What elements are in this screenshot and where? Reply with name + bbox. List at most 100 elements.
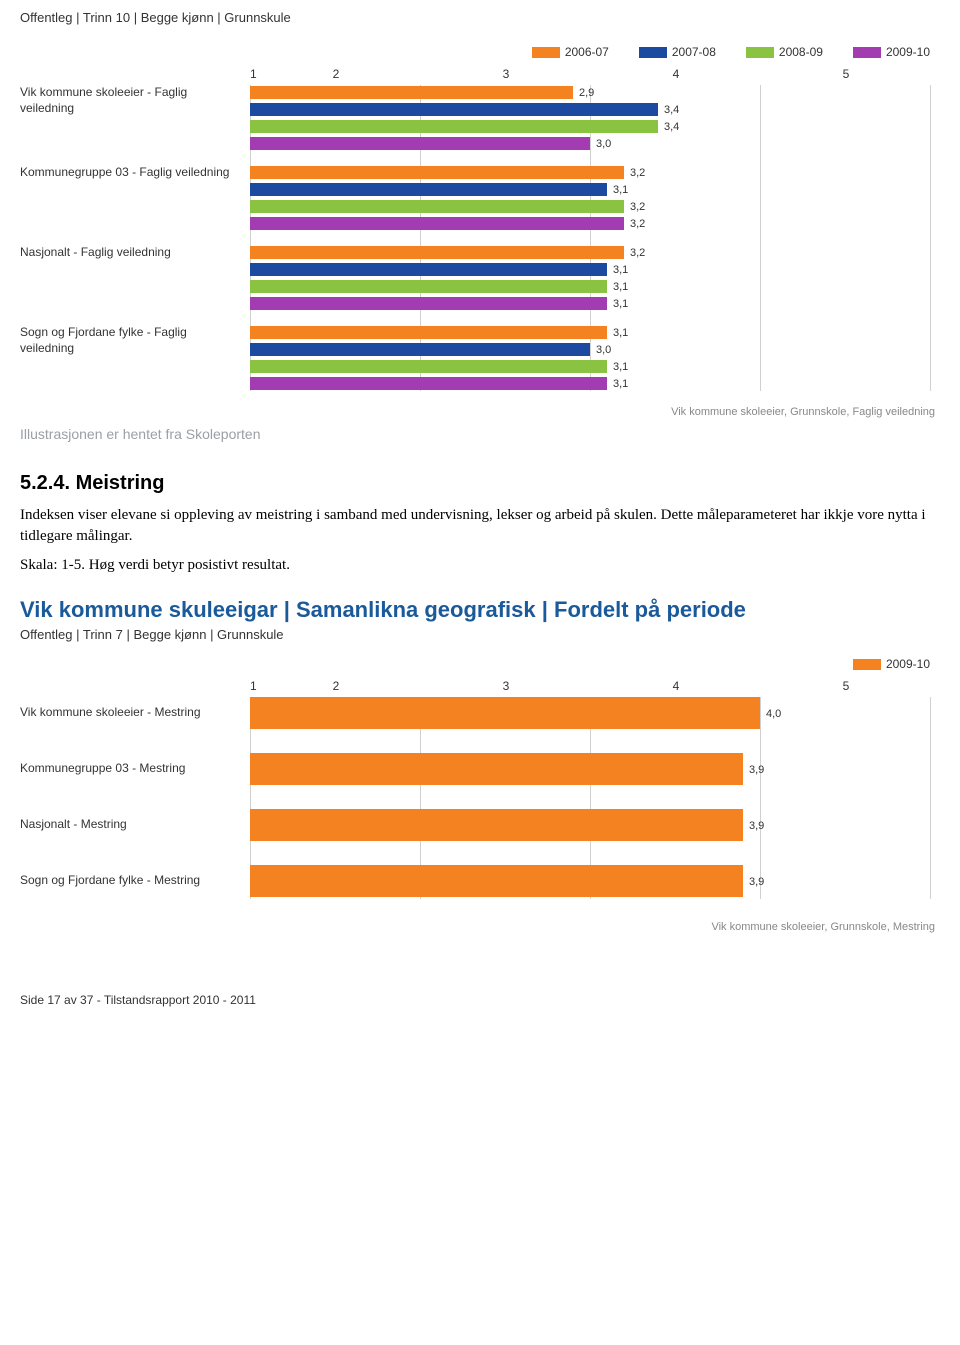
group-label: Sogn og Fjordane fylke - Faglig veiledni…: [20, 325, 240, 356]
bar: [250, 753, 743, 785]
sub-heading: Vik kommune skuleeigar | Samanlikna geog…: [20, 596, 940, 625]
axis-tick: 3: [421, 67, 591, 81]
chart1-footer-right: Vik kommune skoleeier, Grunnskole, Fagli…: [20, 406, 940, 418]
bar: [250, 263, 607, 276]
legend-label: 2007-08: [672, 45, 716, 59]
bar: [250, 200, 624, 213]
bar: [250, 246, 624, 259]
axis-tick: 4: [591, 67, 761, 81]
chart2-axis: 12345: [250, 679, 940, 693]
group-label: Nasjonalt - Mestring: [20, 817, 240, 833]
chart2-footer-right: Vik kommune skoleeier, Grunnskole, Mestr…: [20, 921, 940, 933]
bar-row: 3,1: [250, 296, 940, 311]
bar-row: 3,0: [250, 342, 940, 357]
bar-row: 3,1: [250, 262, 940, 277]
axis-tick: 3: [421, 679, 591, 693]
bar-value: 3,1: [613, 361, 628, 373]
chart1-legend: 2006-07 2007-08 2008-09 2009-10: [20, 45, 940, 59]
section-heading: 5.2.4. Meistring: [20, 472, 940, 495]
bar-row: 3,0: [250, 136, 940, 151]
bar-value: 3,2: [630, 167, 645, 179]
chart-group: Vik kommune skoleeier - Mestring 4,0: [20, 697, 940, 731]
chart-group: Kommunegruppe 03 - Mestring 3,9: [20, 753, 940, 787]
bar-value: 3,2: [630, 218, 645, 230]
bar-row: 3,2: [250, 216, 940, 231]
bar-value: 3,9: [749, 764, 764, 776]
bar-value: 3,9: [749, 820, 764, 832]
bar: [250, 103, 658, 116]
group-label: Vik kommune skoleeier - Mestring: [20, 705, 240, 721]
bar: [250, 326, 607, 339]
chart1-axis: 12345: [250, 67, 940, 81]
bar: [250, 120, 658, 133]
bar-value: 3,2: [630, 247, 645, 259]
bar-row: 4,0: [250, 697, 940, 731]
axis-tick: 4: [591, 679, 761, 693]
bar-value: 3,1: [613, 327, 628, 339]
bar: [250, 217, 624, 230]
chart-group: Kommunegruppe 03 - Faglig veiledning 3,2 3…: [20, 165, 940, 231]
bar: [250, 137, 590, 150]
legend-label: 2006-07: [565, 45, 609, 59]
chart-group: Nasjonalt - Faglig veiledning3,23,13,13,…: [20, 245, 940, 311]
bar: [250, 297, 607, 310]
axis-tick: 2: [251, 67, 421, 81]
legend-item: 2007-08: [639, 45, 716, 59]
bar: [250, 86, 573, 99]
bar: [250, 280, 607, 293]
bar-row: 3,1: [250, 279, 940, 294]
bar-row: 3,9: [250, 865, 940, 899]
bar-value: 3,0: [596, 344, 611, 356]
legend-swatch: [639, 47, 667, 58]
bar-row: 3,1: [250, 182, 940, 197]
bar-value: 3,4: [664, 104, 679, 116]
page-footer: Side 17 av 37 - Tilstandsrapport 2010 - …: [20, 993, 940, 1007]
legend-swatch: [746, 47, 774, 58]
legend-swatch: [853, 659, 881, 670]
bar-value: 3,1: [613, 378, 628, 390]
chart-mestring: 2009-10 12345 Vik kommune skoleeier - Me…: [20, 657, 940, 933]
legend-label: 2008-09: [779, 45, 823, 59]
bar: [250, 865, 743, 897]
bar-row: 3,2: [250, 165, 940, 180]
bar: [250, 377, 607, 390]
bar: [250, 809, 743, 841]
axis-tick: 5: [761, 67, 931, 81]
legend-item: 2006-07: [532, 45, 609, 59]
group-label: Vik kommune skoleeier - Faglig veilednin…: [20, 85, 240, 116]
bar: [250, 183, 607, 196]
bar-value: 3,1: [613, 264, 628, 276]
bar-value: 4,0: [766, 708, 781, 720]
legend-swatch: [853, 47, 881, 58]
bar-value: 2,9: [579, 87, 594, 99]
chart-group: Nasjonalt - Mestring 3,9: [20, 809, 940, 843]
bar-row: 3,1: [250, 325, 940, 340]
bar-value: 3,9: [749, 876, 764, 888]
section-paragraph-1: Indeksen viser elevane si oppleving av m…: [20, 505, 940, 547]
legend-label: 2009-10: [886, 657, 930, 671]
group-label: Kommunegruppe 03 - Faglig veiledning: [20, 165, 240, 181]
bar: [250, 343, 590, 356]
bar-value: 3,1: [613, 281, 628, 293]
bar-row: 3,2: [250, 199, 940, 214]
bar-row: 3,9: [250, 753, 940, 787]
bar-row: 3,4: [250, 119, 940, 134]
bar-row: 3,1: [250, 376, 940, 391]
bar-value: 3,0: [596, 138, 611, 150]
bar-row: 3,1: [250, 359, 940, 374]
bar-value: 3,1: [613, 298, 628, 310]
legend-swatch: [532, 47, 560, 58]
bar-value: 3,4: [664, 121, 679, 133]
chart-group: Sogn og Fjordane fylke - Mestring3,9: [20, 865, 940, 899]
bar-row: 2,9: [250, 85, 940, 100]
bar: [250, 166, 624, 179]
filter-text-2: Offentleg | Trinn 7 | Begge kjønn | Grun…: [20, 627, 940, 642]
chart-faglig-veiledning: 2006-07 2007-08 2008-09 2009-10 12345 Vik k…: [20, 45, 940, 442]
axis-tick: 5: [761, 679, 931, 693]
legend-item: 2009-10: [853, 45, 930, 59]
group-label: Kommunegruppe 03 - Mestring: [20, 761, 240, 777]
filter-text: Offentleg | Trinn 10 | Begge kjønn | Gru…: [20, 10, 940, 25]
legend-label: 2009-10: [886, 45, 930, 59]
bar-row: 3,2: [250, 245, 940, 260]
group-label: Nasjonalt - Faglig veiledning: [20, 245, 240, 261]
